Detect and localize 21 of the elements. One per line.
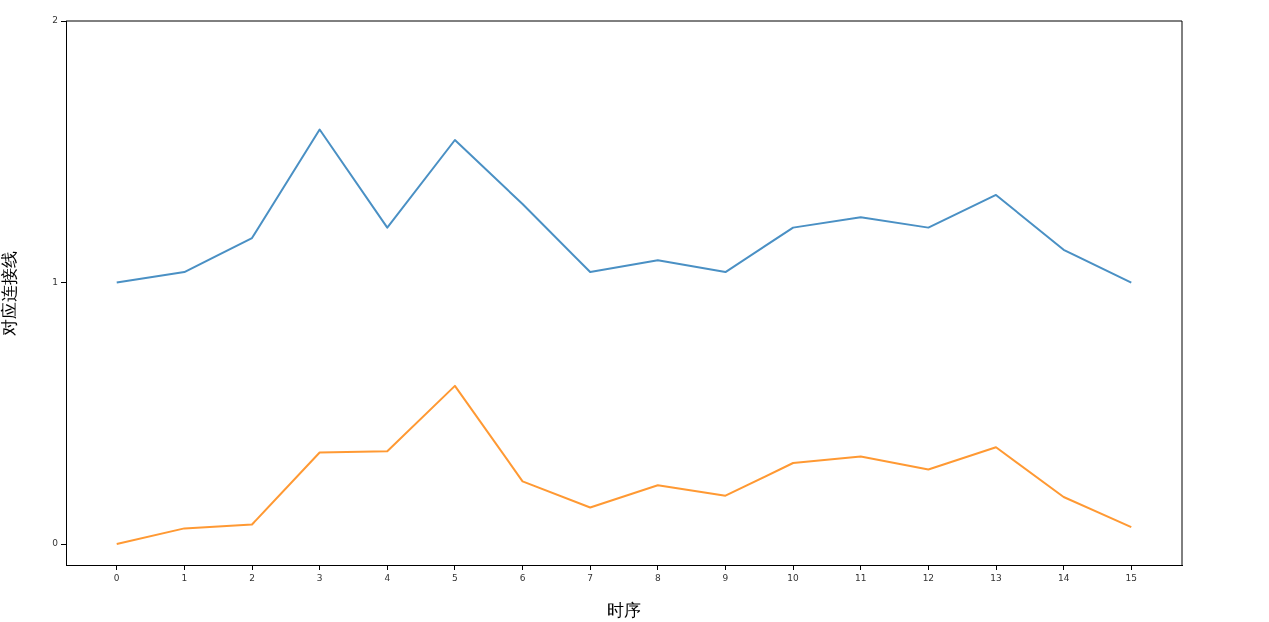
x-tick-label: 2 xyxy=(249,572,255,583)
x-tick-label: 5 xyxy=(452,572,458,583)
y-axis-title: 对应连接线 xyxy=(0,250,19,336)
y-tick-label: 1 xyxy=(52,276,58,287)
x-tick-label: 0 xyxy=(113,572,120,583)
x-tick-label: 8 xyxy=(654,572,661,583)
x-tick-label: 4 xyxy=(384,572,391,583)
x-tick-label: 14 xyxy=(1057,572,1070,583)
x-tick-label: 6 xyxy=(519,572,526,583)
y-tick-label: 0 xyxy=(52,538,59,549)
x-tick-label: 1 xyxy=(181,572,188,583)
x-tick-label: 7 xyxy=(587,572,594,583)
y-tick-label: 2 xyxy=(52,15,58,26)
x-tick-label: 13 xyxy=(990,572,1002,583)
x-tick-label: 10 xyxy=(787,572,800,583)
x-tick-label: 11 xyxy=(855,572,867,583)
x-axis-title: 时序 xyxy=(607,600,641,621)
x-tick-label: 3 xyxy=(316,572,323,583)
x-tick-label: 12 xyxy=(922,572,935,583)
x-tick-label: 9 xyxy=(722,572,729,583)
x-tick-label: 15 xyxy=(1125,572,1137,583)
